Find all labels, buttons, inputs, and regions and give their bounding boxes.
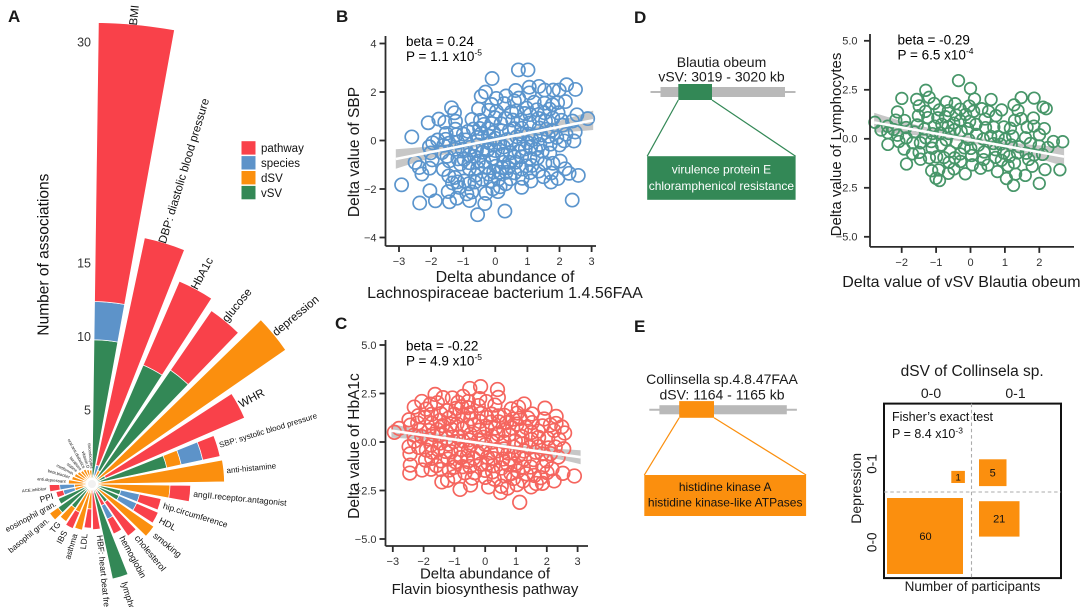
svg-text:3: 3 (575, 556, 581, 568)
svg-text:0.0: 0.0 (842, 134, 857, 146)
svg-text:−2: −2 (425, 256, 438, 268)
svg-text:Delta value of SBP: Delta value of SBP (346, 87, 363, 217)
svg-text:dSV: dSV (261, 173, 283, 185)
svg-text:dSV of Collinsela sp.: dSV of Collinsela sp. (901, 363, 1044, 380)
svg-text:Flavin biosynthesis pathway: Flavin biosynthesis pathway (392, 581, 579, 598)
svg-text:−5.0: −5.0 (836, 232, 858, 244)
svg-text:beta = 0.24: beta = 0.24 (406, 34, 474, 49)
svg-text:species: species (261, 158, 300, 170)
svg-text:Delta value of HbA1c: Delta value of HbA1c (346, 373, 363, 519)
svg-text:virulence protein E: virulence protein E (672, 163, 771, 177)
svg-text:Depression: Depression (848, 453, 864, 524)
svg-text:chloramphenicol resistance: chloramphenicol resistance (649, 179, 795, 193)
svg-text:−1: −1 (448, 556, 461, 568)
svg-text:BMI: BMI (128, 5, 142, 27)
svg-text:2.5: 2.5 (361, 388, 376, 400)
svg-text:3: 3 (589, 256, 595, 268)
svg-text:Delta abundance of: Delta abundance of (420, 566, 551, 583)
svg-text:Lachnospiraceae bacterium 1.4.: Lachnospiraceae bacterium 1.4.56FAA (367, 285, 643, 302)
svg-text:5: 5 (990, 468, 996, 480)
svg-text:E: E (634, 317, 645, 336)
svg-text:5.0: 5.0 (842, 36, 857, 48)
svg-text:1: 1 (955, 473, 960, 484)
svg-text:2: 2 (1036, 257, 1042, 269)
svg-text:Delta abundance of: Delta abundance of (436, 269, 575, 286)
svg-text:0-1: 0-1 (1005, 385, 1025, 401)
svg-text:Number of participants: Number of participants (905, 579, 1041, 594)
svg-text:0-0: 0-0 (921, 385, 941, 401)
svg-text:5.0: 5.0 (361, 340, 376, 352)
svg-text:A: A (8, 7, 20, 26)
svg-text:−3: −3 (387, 556, 400, 568)
svg-text:0-1: 0-1 (865, 454, 880, 474)
svg-text:PPI: PPI (38, 491, 54, 505)
svg-text:Fisher’s exact test: Fisher’s exact test (892, 410, 993, 424)
svg-text:Delta value of Lymphocytes: Delta value of Lymphocytes (828, 53, 845, 237)
svg-text:dSV: 1164 - 1165 kb: dSV: 1164 - 1165 kb (659, 387, 784, 403)
svg-text:0-0: 0-0 (865, 533, 880, 553)
svg-text:anti.depressant: anti.depressant (37, 476, 67, 484)
svg-text:0.0: 0.0 (361, 437, 376, 449)
svg-text:Blautia obeum: Blautia obeum (677, 54, 767, 70)
svg-text:21: 21 (993, 514, 1005, 526)
svg-text:LDL: LDL (78, 533, 89, 550)
svg-text:P = 6.5 x10-4: P = 6.5 x10-4 (898, 46, 974, 63)
svg-text:0: 0 (370, 135, 376, 147)
svg-text:C: C (335, 314, 347, 333)
svg-text:60: 60 (919, 531, 931, 543)
svg-text:histidine kinase A: histidine kinase A (679, 480, 772, 494)
svg-text:−1: −1 (930, 257, 943, 269)
svg-text:0: 0 (492, 256, 498, 268)
svg-text:beta.blocker: beta.blocker (47, 468, 71, 480)
svg-text:Delta value of vSV Blautia obe: Delta value of vSV Blautia obeum (842, 274, 1080, 291)
svg-text:B: B (336, 7, 348, 26)
svg-text:thrombocytes: thrombocytes (87, 443, 94, 469)
svg-text:−2: −2 (895, 257, 908, 269)
svg-text:P = 8.4 x10-3: P = 8.4 x10-3 (892, 426, 963, 442)
svg-text:vitamin.D: vitamin.D (81, 451, 91, 469)
svg-text:ACE.inhibitor: ACE.inhibitor (22, 486, 47, 493)
svg-text:1: 1 (524, 256, 530, 268)
svg-text:2: 2 (544, 556, 550, 568)
svg-text:−1: −1 (457, 256, 470, 268)
svg-text:2: 2 (556, 256, 562, 268)
svg-text:−2.5: −2.5 (355, 485, 377, 497)
svg-text:−2: −2 (364, 184, 377, 196)
svg-text:−5.0: −5.0 (355, 534, 377, 546)
svg-text:0: 0 (967, 257, 973, 269)
svg-text:4: 4 (370, 38, 376, 50)
svg-text:vSV: vSV (261, 188, 282, 200)
svg-text:1: 1 (513, 556, 519, 568)
svg-text:Number of associations: Number of associations (36, 173, 53, 335)
svg-text:15: 15 (77, 257, 91, 271)
svg-text:pathway: pathway (261, 143, 304, 155)
svg-text:beta = -0.29: beta = -0.29 (898, 33, 970, 48)
svg-text:vSV: 3019 - 3020 kb: vSV: 3019 - 3020 kb (658, 69, 785, 85)
svg-text:Collinsella sp.4.8.47FAA: Collinsella sp.4.8.47FAA (646, 371, 798, 387)
svg-text:30: 30 (77, 36, 91, 50)
svg-text:P = 1.1 x10-5: P = 1.1 x10-5 (406, 48, 482, 65)
svg-text:−2.5: −2.5 (836, 183, 858, 195)
svg-text:P = 4.9 x10-5: P = 4.9 x10-5 (406, 352, 482, 369)
svg-text:5: 5 (84, 404, 91, 418)
svg-text:1: 1 (1002, 257, 1008, 269)
svg-text:−2: −2 (417, 556, 430, 568)
svg-text:D: D (634, 8, 646, 27)
svg-text:2.5: 2.5 (842, 85, 857, 97)
svg-text:−4: −4 (364, 232, 377, 244)
svg-text:beta = -0.22: beta = -0.22 (406, 339, 478, 354)
svg-text:0: 0 (482, 556, 488, 568)
svg-text:10: 10 (77, 330, 91, 344)
svg-text:histidine kinase-like ATPases: histidine kinase-like ATPases (648, 496, 803, 510)
svg-text:2: 2 (370, 87, 376, 99)
svg-text:−3: −3 (393, 256, 406, 268)
